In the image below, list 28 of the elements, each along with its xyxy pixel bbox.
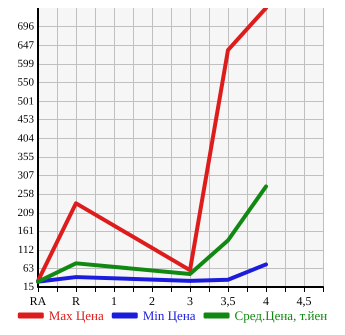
line-series (36, 8, 268, 283)
y-tick-label: 599 (18, 58, 34, 70)
y-tick-label: 307 (18, 169, 34, 182)
y-tick-label: 258 (18, 188, 34, 200)
legend-label: Min Цена (142, 308, 196, 323)
x-tick-label: 2 (149, 294, 155, 308)
x-tick-label: 3 (187, 294, 193, 308)
y-tick-label: 453 (18, 114, 34, 126)
y-tick-label: 15 (23, 281, 34, 293)
y-tick-label: 63 (23, 262, 34, 275)
y-tick-label: 550 (18, 76, 34, 89)
y-tick-label: 647 (18, 39, 34, 52)
y-tick-label: 112 (18, 244, 34, 256)
x-tick-label: R (72, 294, 80, 308)
y-tick-label: 696 (18, 20, 34, 33)
y-tick-label: 209 (18, 206, 34, 219)
legend-label: Сред.Цена, т.йен (234, 308, 328, 323)
x-tick-label: 3,5 (220, 294, 236, 308)
y-tick-label: 404 (18, 132, 34, 144)
y-tick-label: 501 (18, 95, 34, 108)
y-tick-label: 161 (18, 225, 34, 238)
x-tick-label: 1 (111, 294, 117, 308)
x-tick-label: 4,5 (296, 294, 312, 308)
x-tick-label: RA (30, 294, 47, 308)
x-tick-label: 4 (263, 294, 269, 308)
line-series (36, 184, 268, 284)
y-tick-label: 355 (18, 151, 34, 164)
legend-label: Max Цена (48, 308, 104, 323)
